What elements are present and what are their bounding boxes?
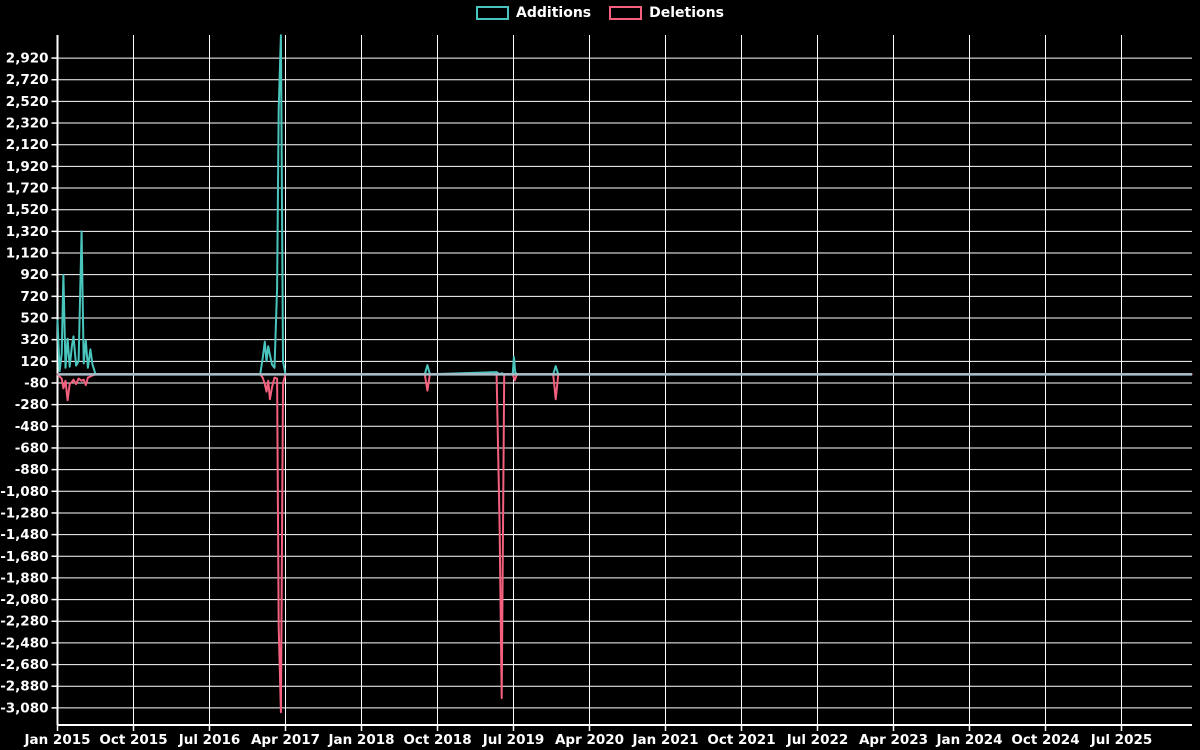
y-tick-label: -2,280 xyxy=(0,614,48,630)
x-tick-label: Jan 2024 xyxy=(935,732,1002,748)
x-tick-label: Jul 2022 xyxy=(786,732,849,748)
x-grid-and-labels: Jan 2015 Oct 2015 Jul 2016 Apr 2017 Jan 2018… xyxy=(23,35,1152,748)
y-tick-label: 720 xyxy=(20,289,48,305)
additions-line xyxy=(56,34,1193,376)
y-tick-label: 1,520 xyxy=(6,202,49,218)
deletions-swatch xyxy=(609,6,643,20)
y-tick-label: -3,080 xyxy=(0,700,48,716)
y-grid-and-labels: 2,920 2,720 2,520 2,320 2,120 1,920 1,720 1,520… xyxy=(0,51,1192,716)
x-tick-label: Oct 2018 xyxy=(403,732,471,748)
y-tick-label: 1,120 xyxy=(6,246,49,262)
y-tick-label: -80 xyxy=(24,375,48,391)
y-tick-label: -2,680 xyxy=(0,657,48,673)
y-tick-label: -1,880 xyxy=(0,570,48,586)
x-tick-label: Apr 2023 xyxy=(859,732,928,748)
additions-swatch xyxy=(476,6,510,20)
chart-legend: Additions Deletions xyxy=(0,6,1200,20)
y-tick-label: -280 xyxy=(15,397,49,413)
x-tick-label: Apr 2020 xyxy=(555,732,624,748)
y-tick-label: -680 xyxy=(15,440,49,456)
legend-item-deletions[interactable]: Deletions xyxy=(609,6,724,20)
y-tick-label: 1,320 xyxy=(6,224,49,240)
x-tick-label: Oct 2021 xyxy=(707,732,775,748)
y-tick-label: 2,720 xyxy=(6,72,49,88)
y-tick-label: -1,080 xyxy=(0,484,48,500)
y-tick-label: 1,920 xyxy=(6,159,49,175)
x-tick-label: Oct 2015 xyxy=(99,732,167,748)
y-tick-label: -2,880 xyxy=(0,679,48,695)
x-tick-label: Apr 2017 xyxy=(251,732,320,748)
x-tick-label: Jul 2025 xyxy=(1090,732,1153,748)
additions-legend-label: Additions xyxy=(516,5,592,21)
y-tick-label: 2,120 xyxy=(6,137,49,153)
y-tick-label: 2,520 xyxy=(6,94,49,110)
deletions-legend-label: Deletions xyxy=(649,5,724,21)
legend-item-additions[interactable]: Additions xyxy=(476,6,591,20)
y-tick-label: -1,680 xyxy=(0,549,48,565)
y-tick-label: -1,280 xyxy=(0,505,48,521)
y-tick-label: 2,320 xyxy=(6,116,49,132)
x-tick-label: Jan 2015 xyxy=(23,732,90,748)
y-tick-label: 920 xyxy=(20,267,48,283)
y-tick-label: -2,480 xyxy=(0,635,48,651)
y-tick-label: -880 xyxy=(15,462,49,478)
y-tick-label: 120 xyxy=(20,354,48,370)
deletions-line xyxy=(56,373,1193,714)
y-tick-label: -1,480 xyxy=(0,527,48,543)
x-tick-label: Jul 2019 xyxy=(482,732,545,748)
y-tick-label: -480 xyxy=(15,419,49,435)
y-tick-label: 320 xyxy=(20,332,48,348)
y-tick-label: 520 xyxy=(20,310,48,326)
x-tick-label: Jan 2021 xyxy=(631,732,698,748)
x-tick-label: Jan 2018 xyxy=(327,732,394,748)
y-tick-label: 2,920 xyxy=(6,51,49,67)
y-tick-label: -2,080 xyxy=(0,592,48,608)
y-tick-label: 1,720 xyxy=(6,181,49,197)
x-tick-label: Jul 2016 xyxy=(178,732,241,748)
x-tick-label: Oct 2024 xyxy=(1011,732,1079,748)
